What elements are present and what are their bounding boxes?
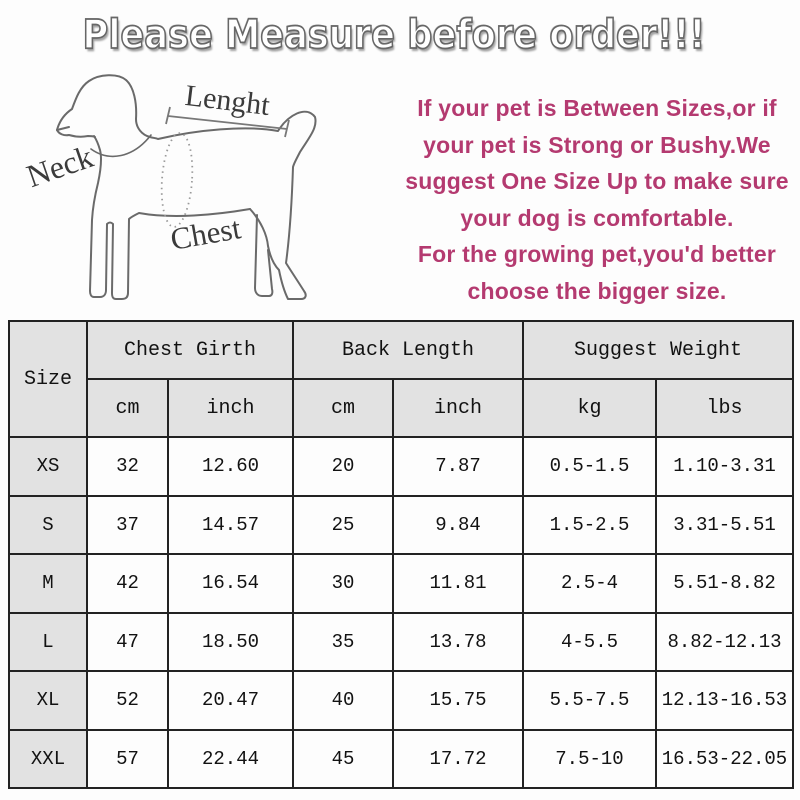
advice-line: your pet is Strong or Bushy.We: [423, 131, 771, 158]
table-cell: 1.5-2.5: [522, 494, 657, 555]
table-cell: 2.5-4: [522, 553, 657, 614]
table-row-xxl: XXL 57 22.44 45 17.72 7.5-10 16.53-22.05: [8, 728, 794, 789]
advice-line: For the growing pet,you'd better: [417, 241, 777, 267]
table-cell: 17.72: [392, 728, 524, 789]
neck-girth-arc: [90, 134, 152, 158]
table-cell: 57: [86, 728, 169, 789]
sizing-advice-text: If your pet is Between Sizes,or if your …: [398, 90, 796, 309]
table-cell: 0.5-1.5: [522, 436, 657, 497]
table-cell: 14.57: [167, 494, 294, 555]
length-measure-line: [165, 106, 290, 138]
table-row-m: M 42 16.54 30 11.81 2.5-4 5.51-8.82: [8, 553, 794, 614]
unit-header-cm: cm: [86, 378, 169, 438]
dog-belly-legs-path: [89, 135, 251, 300]
advice-line: your dog is comfortable.: [460, 204, 734, 231]
unit-header-inch: inch: [167, 378, 294, 438]
page-title: Please Measure before order!!!: [82, 11, 706, 59]
advice-line: If your pet is Between Sizes,or if: [417, 95, 777, 121]
table-cell: 16.53-22.05: [655, 728, 794, 789]
size-table-body: XS 32 12.60 20 7.87 0.5-1.5 1.10-3.31 S …: [8, 436, 794, 789]
table-cell: 52: [86, 670, 169, 731]
table-cell: 47: [86, 611, 169, 672]
table-cell: 8.82-12.13: [655, 611, 794, 672]
group-header-back-length: Back Length: [292, 320, 524, 380]
table-cell: 7.87: [392, 436, 524, 497]
size-table-header: Size Chest Girth Back Length Suggest Wei…: [8, 320, 794, 438]
table-cell: 12.13-16.53: [655, 670, 794, 731]
table-cell: 45: [292, 728, 394, 789]
dog-mouth-path: [56, 126, 70, 131]
table-cell: 9.84: [392, 494, 524, 555]
dog-jaw-path: [56, 129, 96, 138]
unit-header-row: cm inch cm inch kg lbs: [9, 378, 794, 438]
table-cell: 22.44: [167, 728, 294, 789]
size-cell: XL: [8, 670, 88, 731]
dog-measurement-diagram: Neck Lenght Chest: [22, 74, 317, 300]
table-cell: 1.10-3.31: [655, 436, 794, 497]
group-header-row: Size Chest Girth Back Length Suggest Wei…: [8, 320, 794, 438]
advice-line: suggest One Size Up to make sure: [405, 168, 789, 194]
table-cell: 35: [292, 611, 394, 672]
table-row-l: L 47 18.50 35 13.78 4-5.5 8.82-12.13: [8, 611, 794, 672]
unit-header-kg: kg: [522, 378, 657, 438]
group-header-suggest-weight: Suggest Weight: [522, 320, 794, 380]
table-cell: 18.50: [167, 611, 294, 672]
size-table: Size Chest Girth Back Length Suggest Wei…: [8, 320, 794, 789]
table-cell: 42: [86, 553, 169, 614]
dog-far-hind-leg-path: [254, 214, 274, 297]
advice-line: choose the bigger size.: [467, 277, 727, 304]
size-cell: M: [8, 553, 88, 614]
table-cell: 13.78: [392, 611, 524, 672]
dog-body-path: [56, 74, 317, 300]
table-cell: 11.81: [392, 553, 524, 614]
table-cell: 30: [292, 553, 394, 614]
table-row-s: S 37 14.57 25 9.84 1.5-2.5 3.31-5.51: [8, 494, 794, 555]
length-label: Lenght: [183, 79, 272, 122]
neck-label: Neck: [22, 138, 98, 194]
table-cell: 5.51-8.82: [655, 553, 794, 614]
table-row-xs: XS 32 12.60 20 7.87 0.5-1.5 1.10-3.31: [8, 436, 794, 497]
unit-header-inch: inch: [392, 378, 524, 438]
table-cell: 20: [292, 436, 394, 497]
chest-label: Chest: [168, 210, 244, 257]
table-cell: 12.60: [167, 436, 294, 497]
table-cell: 20.47: [167, 670, 294, 731]
size-cell: L: [8, 611, 88, 672]
table-cell: 5.5-7.5: [522, 670, 657, 731]
chest-girth-ellipse: [160, 132, 194, 228]
unit-header-cm: cm: [292, 378, 394, 438]
dog-outline: [56, 74, 317, 300]
size-cell: XS: [8, 436, 88, 497]
table-cell: 3.31-5.51: [655, 494, 794, 555]
table-cell: 40: [292, 670, 394, 731]
table-row-xl: XL 52 20.47 40 15.75 5.5-7.5 12.13-16.53: [8, 670, 794, 731]
corner-header-size: Size: [8, 320, 88, 438]
table-cell: 7.5-10: [522, 728, 657, 789]
table-cell: 16.54: [167, 553, 294, 614]
table-cell: 32: [86, 436, 169, 497]
table-cell: 4-5.5: [522, 611, 657, 672]
table-cell: 25: [292, 494, 394, 555]
unit-header-lbs: lbs: [655, 378, 794, 438]
size-cell: S: [8, 494, 88, 555]
table-cell: 15.75: [392, 670, 524, 731]
table-cell: 37: [86, 494, 169, 555]
group-header-chest-girth: Chest Girth: [86, 320, 294, 380]
size-cell: XXL: [8, 728, 88, 789]
